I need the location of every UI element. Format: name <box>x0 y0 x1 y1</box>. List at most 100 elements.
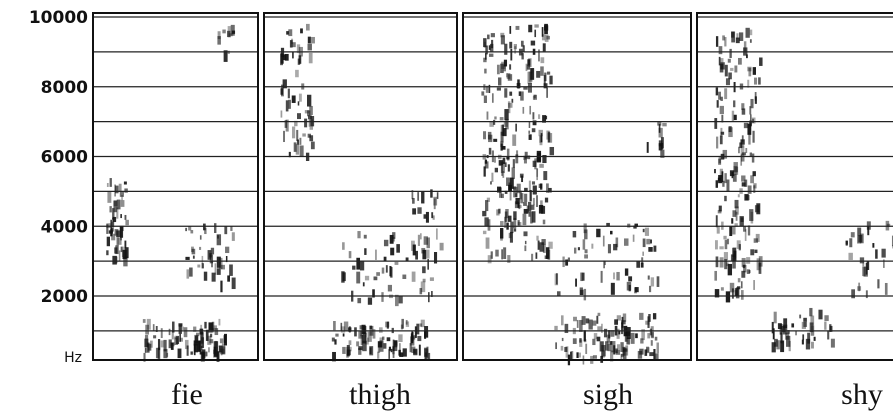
spectrogram-energy <box>377 351 380 359</box>
panel-label: thigh <box>349 378 411 411</box>
spectrogram-energy <box>483 131 487 140</box>
spectrogram-energy <box>208 347 210 353</box>
spectrogram-energy <box>504 211 508 222</box>
spectrogram-energy <box>720 62 725 70</box>
spectrogram-energy <box>106 224 109 234</box>
spectrogram-energy <box>633 225 637 229</box>
spectrogram-energy <box>499 187 502 198</box>
spectrogram-energy <box>716 226 720 234</box>
spectrogram-energy <box>308 52 313 64</box>
spectrogram-energy <box>573 247 577 254</box>
spectrogram-energy <box>549 146 555 156</box>
spectrogram-energy <box>546 35 551 40</box>
spectrogram-energy <box>291 126 296 139</box>
spectrogram-energy <box>528 24 533 33</box>
spectrogram-energy <box>780 340 785 353</box>
spectrogram-energy <box>737 194 740 198</box>
spectrogram-energy <box>781 325 786 333</box>
spectrogram-energy <box>424 347 428 357</box>
spectrogram-energy <box>496 209 500 216</box>
spectrogram-energy <box>501 61 506 70</box>
spectrogram-energy <box>774 338 778 347</box>
spectrogram-energy <box>610 350 614 362</box>
spectrogram-energy <box>170 342 174 350</box>
spectrogram-energy <box>225 256 228 263</box>
spectrogram-energy <box>539 163 544 168</box>
spectrogram-energy <box>624 268 629 276</box>
spectrogram-energy <box>741 182 746 187</box>
spectrogram-energy <box>219 338 224 344</box>
spectrogram-energy <box>773 311 777 324</box>
spectrogram-energy <box>754 77 758 85</box>
spectrogram-energy <box>418 344 421 356</box>
spectrogram-energy <box>362 340 367 352</box>
spectrogram-energy <box>544 23 548 35</box>
spectrogram-energy <box>515 193 518 197</box>
spectrogram-energy <box>110 219 112 230</box>
spectrogram-energy <box>748 133 751 145</box>
spectrogram-energy <box>503 128 507 137</box>
spectrogram-energy <box>538 114 541 119</box>
spectrogram-energy <box>302 133 306 137</box>
spectrogram-energy <box>579 287 583 295</box>
spectrogram-energy <box>364 275 370 281</box>
spectrogram-energy <box>606 222 610 227</box>
spectrogram-energy <box>412 197 415 204</box>
spectrogram-energy <box>393 341 398 348</box>
spectrogram-energy <box>752 118 754 123</box>
spectrogram-energy <box>525 63 528 72</box>
spectrogram-energy <box>110 229 113 237</box>
spectrogram-energy <box>616 328 620 339</box>
panel-frame <box>462 12 692 361</box>
spectrogram-energy <box>179 333 181 342</box>
spectrogram-energy <box>529 189 532 202</box>
spectrogram-energy <box>426 249 430 259</box>
spectrogram-energy <box>346 349 351 356</box>
spectrogram-energy <box>288 99 291 109</box>
spectrogram-energy <box>367 297 373 305</box>
spectrogram-energy <box>280 110 283 118</box>
spectrogram-energy <box>599 341 604 352</box>
spectrogram-energy <box>369 347 372 355</box>
spectrogram-energy <box>504 190 508 194</box>
spectrogram-energy <box>540 66 544 76</box>
spectrogram-energy <box>282 79 287 89</box>
spectrogram-energy <box>144 334 149 340</box>
spectrogram-energy <box>517 79 520 89</box>
spectrogram-energy <box>561 337 564 342</box>
spectrogram-energy <box>715 215 718 228</box>
spectrogram-energy <box>715 36 719 47</box>
spectrogram-energy <box>620 342 624 353</box>
spectrogram-energy <box>753 280 755 290</box>
spectrogram-energy <box>649 352 654 357</box>
spectrogram-energy <box>142 319 146 323</box>
spectrogram-energy <box>507 255 511 263</box>
spectrogram-energy <box>538 129 543 137</box>
spectrogram-energy <box>530 204 535 210</box>
spectrogram-energy <box>614 319 619 325</box>
spectrogram-energy <box>593 333 598 340</box>
spectrogram-energy <box>390 247 395 256</box>
panel-frame <box>696 12 893 361</box>
spectrogram-energy <box>402 274 407 280</box>
spectrogram-energy <box>530 211 533 224</box>
y-tick-label: 8000 <box>41 78 88 98</box>
spectrogram-energy <box>284 53 289 61</box>
spectrogram-energy <box>358 347 362 355</box>
spectrogram-energy <box>795 331 797 336</box>
spectrogram-energy <box>616 315 621 321</box>
spectrogram-energy <box>654 336 658 341</box>
spectrogram-energy <box>540 200 543 211</box>
spectrogram-energy <box>216 351 220 362</box>
spectrogram-energy <box>875 249 878 259</box>
spectrogram-energy <box>190 351 193 355</box>
spectrogram-energy <box>189 267 193 277</box>
spectrogram-energy <box>610 230 613 235</box>
spectrogram-energy <box>729 226 733 237</box>
spectrogram-energy <box>504 216 507 228</box>
spectrogram-energy <box>754 205 760 213</box>
spectrogram-energy <box>539 136 543 143</box>
spectrogram-energy <box>620 353 623 360</box>
spectrogram-energy <box>747 225 751 236</box>
spectrogram-energy <box>387 284 393 292</box>
